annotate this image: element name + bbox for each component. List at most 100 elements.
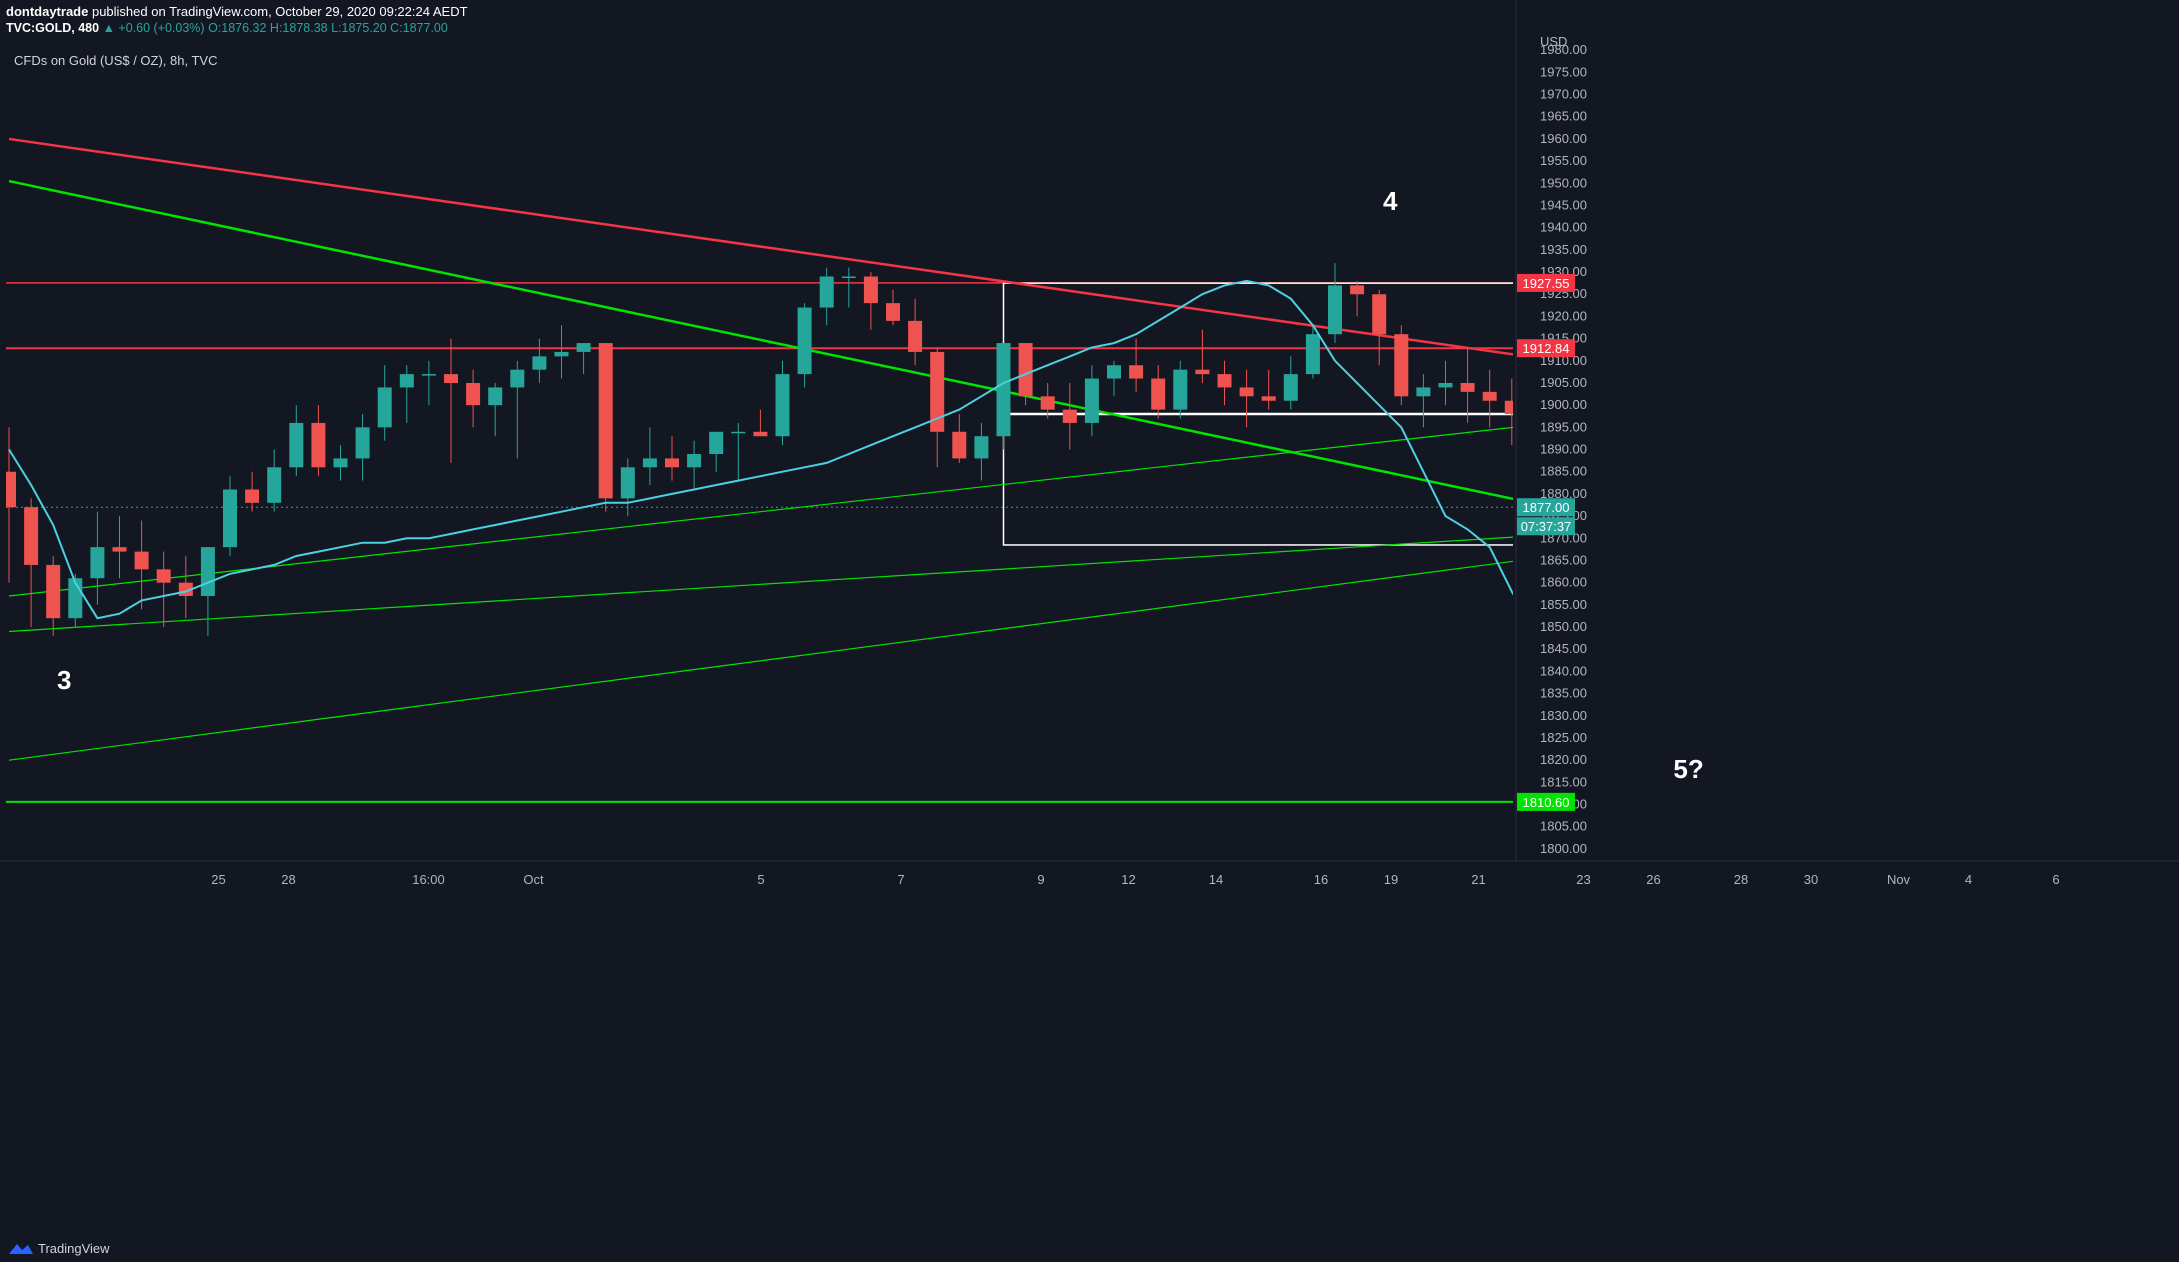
candle-down <box>1129 365 1144 379</box>
candle-up <box>797 307 812 375</box>
x-tick-label: 12 <box>1121 872 1135 887</box>
x-tick-label: 19 <box>1384 872 1398 887</box>
wave-label: 3 <box>57 665 71 695</box>
x-tick-label: 4 <box>1965 872 1972 887</box>
y-tick-label: 1955.00 <box>1540 153 1587 168</box>
candle-up <box>996 343 1011 437</box>
wave-label: 5? <box>1673 754 1703 784</box>
candle-up <box>1283 374 1298 401</box>
candle-up <box>1682 507 1696 511</box>
candle-up <box>1107 365 1121 379</box>
candle-down <box>908 320 923 352</box>
candle-down <box>444 374 458 383</box>
y-tick-label: 1965.00 <box>1540 109 1587 124</box>
candle-up <box>620 467 635 499</box>
candle-down <box>1372 294 1387 335</box>
trendline-green-channel-top <box>8 426 1513 597</box>
candle-down <box>1504 400 1513 415</box>
candle-down <box>665 458 679 468</box>
candle-up <box>200 547 215 596</box>
candle-down <box>112 547 127 552</box>
x-tick-label: Oct <box>523 872 544 887</box>
price-tag-target-bg <box>1517 792 1575 811</box>
y-tick-label: 1905.00 <box>1540 375 1587 390</box>
footer-brand[interactable]: TradingView <box>8 1241 110 1256</box>
price-tag-red-mid: 1912.84 <box>1523 341 1570 356</box>
candle-up <box>355 427 370 459</box>
price-tag-countdown-bg <box>1517 517 1575 536</box>
y-tick-label: 1880.00 <box>1540 486 1587 501</box>
y-tick-label: 1940.00 <box>1540 220 1587 235</box>
x-tick-label: 25 <box>211 872 225 887</box>
chart-subtitle: CFDs on Gold (US$ / OZ), 8h, TVC <box>14 53 218 68</box>
candle-up <box>377 387 392 428</box>
candle-up <box>554 351 569 357</box>
symbol-label: TVC:GOLD, 480 <box>6 21 100 35</box>
candle-up <box>687 453 702 468</box>
candle-down <box>1195 369 1210 375</box>
y-tick-label: 1890.00 <box>1540 442 1587 457</box>
candle-up <box>1305 334 1320 375</box>
x-tick-label: 6 <box>2052 872 2059 887</box>
x-tick-label: 30 <box>1804 872 1818 887</box>
price-tag-target: 1810.60 <box>1523 795 1570 810</box>
x-tick-label: 5 <box>757 872 764 887</box>
y-tick-label: 1945.00 <box>1540 197 1587 212</box>
x-tick-label: 16 <box>1314 872 1328 887</box>
candle-up <box>267 467 282 503</box>
x-tick-label: Nov <box>1887 872 1911 887</box>
author-name[interactable]: dontdaytrade <box>6 4 89 19</box>
candle-down <box>1239 387 1254 397</box>
chart-header: dontdaytrade published on TradingView.co… <box>6 3 468 37</box>
y-tick-label: 1855.00 <box>1540 597 1587 612</box>
candle-down <box>1018 343 1033 397</box>
candle-up <box>841 276 856 278</box>
candle-down <box>1040 396 1055 410</box>
candle-up <box>223 489 237 548</box>
y-tick-label: 1935.00 <box>1540 242 1587 257</box>
x-tick-label: 26 <box>1646 872 1660 887</box>
candle-down <box>1593 365 1607 369</box>
price-change: ▲ +0.60 (+0.03%) <box>102 21 205 35</box>
x-tick-label: 23 <box>1576 872 1590 887</box>
y-tick-label: 1830.00 <box>1540 708 1587 723</box>
candle-down <box>1460 382 1475 392</box>
y-tick-label: 1975.00 <box>1540 64 1587 79</box>
candle-up <box>775 374 790 437</box>
candle-up <box>1637 365 1651 369</box>
candle-down <box>245 489 260 503</box>
candle-up <box>1615 370 1629 372</box>
candle-up <box>90 547 105 579</box>
candle-down <box>24 507 39 565</box>
tradingview-logo-icon <box>9 1243 33 1254</box>
candle-down <box>1261 396 1276 401</box>
y-tick-label: 1850.00 <box>1540 619 1587 634</box>
candle-up <box>1416 387 1431 397</box>
y-axis-unit: USD <box>1540 34 1567 49</box>
candle-up <box>974 436 989 459</box>
y-tick-label: 1800.00 <box>1540 841 1587 856</box>
y-tick-label: 1845.00 <box>1540 641 1587 656</box>
x-tick-label: 16:00 <box>412 872 445 887</box>
candle-up <box>1084 378 1099 423</box>
wave-label: 4 <box>1383 186 1398 216</box>
candle-up <box>532 356 547 370</box>
candle-down <box>1350 285 1365 295</box>
trendline-red-downtrend <box>8 137 1513 356</box>
x-tick-label: 28 <box>281 872 295 887</box>
candle-down <box>156 569 171 583</box>
candle-down <box>952 431 967 459</box>
candle-up <box>421 374 436 376</box>
y-tick-label: 1840.00 <box>1540 663 1587 678</box>
candle-down <box>1151 378 1166 410</box>
candle-up <box>1438 382 1453 388</box>
candle-up <box>819 276 834 308</box>
y-tick-label: 1805.00 <box>1540 819 1587 834</box>
y-tick-label: 1820.00 <box>1540 752 1587 767</box>
candle-down <box>1394 334 1409 397</box>
projection-line <box>1744 623 2098 761</box>
publish-info: published on TradingView.com, October 29… <box>91 4 468 19</box>
price-tag-red-high: 1927.55 <box>1523 276 1570 291</box>
candle-up <box>1328 285 1342 335</box>
